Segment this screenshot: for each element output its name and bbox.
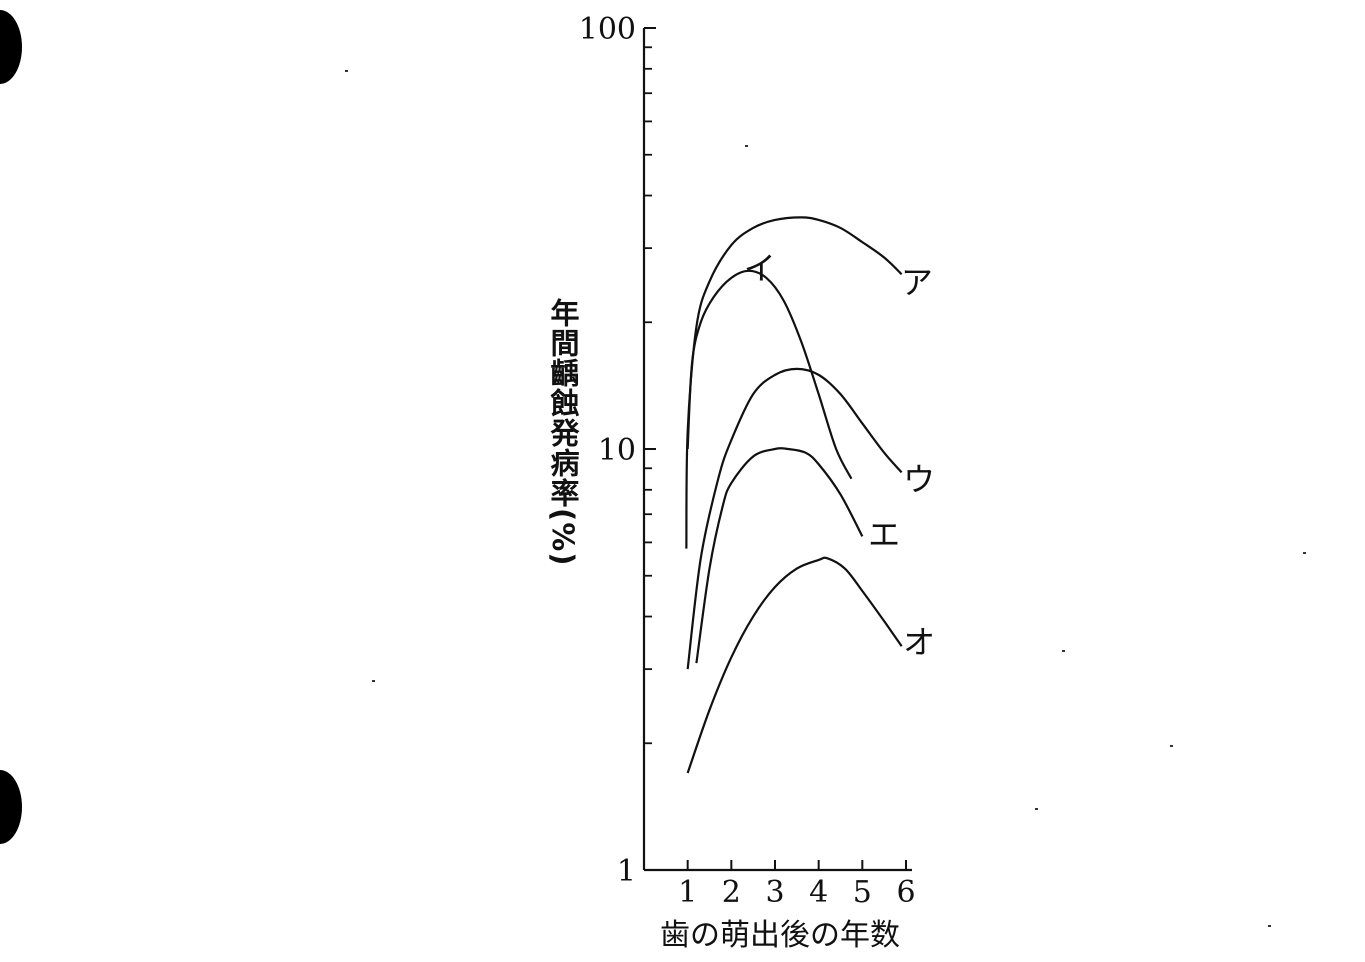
x-tick-label: 4 [809, 875, 828, 910]
series-label-1: ア [901, 263, 933, 301]
scan-speck [1062, 650, 1065, 652]
series-line-3 [686, 367, 903, 670]
scan-speck [1303, 552, 1306, 554]
y-tick-label: 1 [617, 854, 636, 889]
scan-speck [1035, 808, 1038, 810]
y-axis-label: 年間齲蝕発病率(%) [546, 298, 580, 567]
y-tick-label: 10 [598, 433, 636, 468]
chart-series [685, 216, 903, 774]
y-tick-label: 100 [579, 12, 636, 47]
x-tick-label: 3 [765, 875, 784, 910]
scan-speck [345, 70, 348, 72]
x-axis-label: 歯の萌出後の年数 [660, 918, 900, 953]
scan-speck [372, 680, 375, 682]
series-label-4: エ [868, 515, 900, 553]
series-label-5: オ [903, 623, 935, 661]
scan-speck [1170, 745, 1173, 747]
x-tick-label: 2 [722, 875, 741, 910]
binder-hole-top [0, 10, 22, 84]
series-line-1 [685, 216, 903, 549]
series-line-5 [686, 556, 903, 774]
series-line-2 [686, 269, 853, 480]
x-tick-label: 6 [896, 875, 915, 910]
series-line-4 [695, 447, 864, 664]
x-tick-label: 1 [678, 875, 697, 910]
series-label-3: ウ [903, 461, 935, 499]
scan-speck [745, 145, 748, 147]
scan-speck [1268, 925, 1271, 927]
x-tick-label: 5 [853, 875, 872, 910]
binder-hole-bottom [0, 770, 22, 844]
series-label-2: イ [744, 249, 776, 287]
